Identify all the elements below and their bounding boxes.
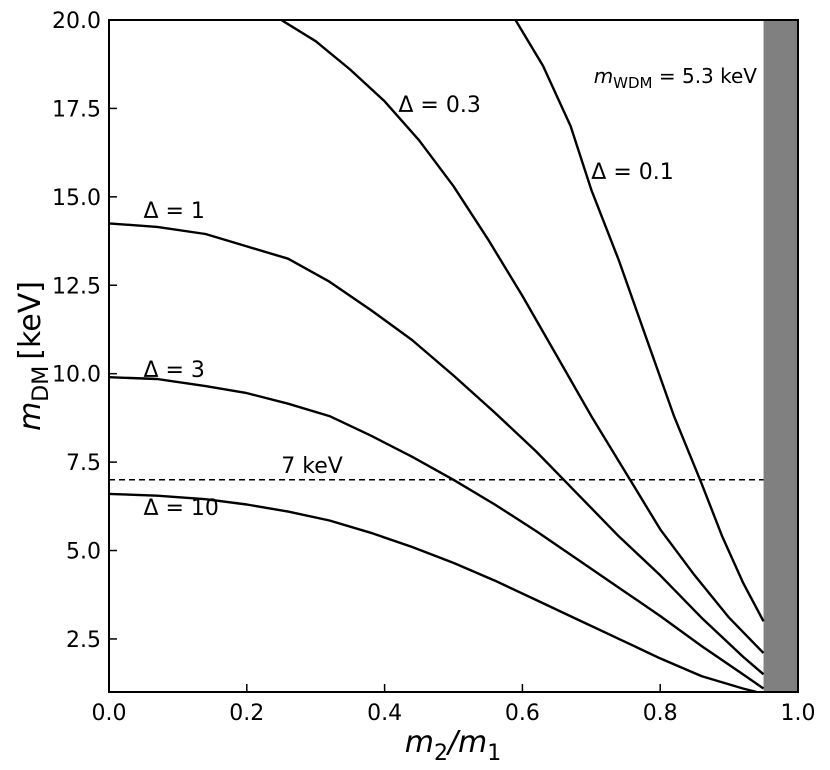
series-group: Δ = 0.1 Δ = 0.3 Δ = 1 Δ = 3 Δ = 10: [108, 18, 765, 694]
excluded-region: [763, 20, 798, 692]
x-tick-label: 0.6: [505, 701, 540, 726]
y-axis-ticks: 2.5 5.0 7.5 10.0 12.5 15.0 17.5 20.0: [52, 9, 117, 653]
y-tick-label: 17.5: [52, 97, 101, 122]
reference-line-group: 7 keV: [109, 454, 764, 481]
series-line-1: [280, 18, 765, 654]
x-tick-label: 0.0: [92, 701, 127, 726]
series-label-0: Δ = 0.1: [591, 160, 673, 185]
x-axis-label: m2/m1: [405, 725, 502, 766]
y-tick-label: 20.0: [52, 9, 101, 34]
reference-line-label: 7 keV: [281, 454, 343, 479]
series-line-2: [108, 222, 765, 676]
y-tick-label: 12.5: [52, 274, 101, 299]
plot-background: [109, 20, 798, 692]
y-tick-label: 5.0: [66, 540, 101, 565]
x-tick-label: 0.4: [367, 701, 402, 726]
series-label-1: Δ = 0.3: [398, 93, 480, 118]
series-line-3: [108, 376, 765, 690]
series-label-2: Δ = 1: [143, 199, 204, 224]
series-label-4: Δ = 10: [143, 496, 218, 521]
series-line-4: [108, 492, 757, 694]
x-axis-ticks: 0.0 0.2 0.4 0.6 0.8 1.0: [92, 684, 816, 726]
series-label-3: Δ = 3: [143, 358, 204, 383]
x-tick-label: 0.2: [229, 701, 264, 726]
y-tick-label: 7.5: [66, 451, 101, 476]
y-tick-label: 15.0: [52, 186, 101, 211]
plot-frame: [108, 19, 799, 693]
series-line-0: [514, 19, 765, 622]
x-tick-label: 1.0: [781, 701, 816, 726]
y-tick-label: 2.5: [66, 628, 101, 653]
x-tick-label: 0.8: [643, 701, 678, 726]
y-tick-label: 10.0: [52, 363, 101, 388]
wdm-annotation: mWDM = 5.3 keV: [594, 64, 758, 92]
y-axis-label: mDM[keV]: [13, 281, 54, 431]
